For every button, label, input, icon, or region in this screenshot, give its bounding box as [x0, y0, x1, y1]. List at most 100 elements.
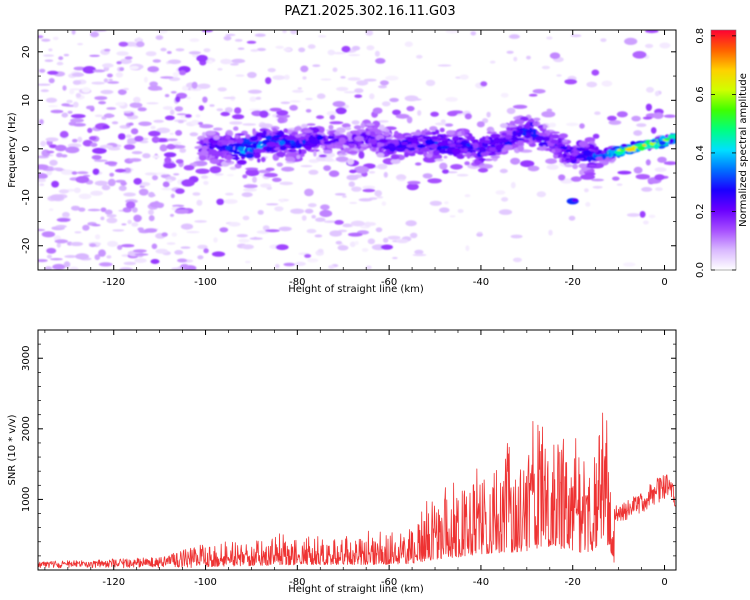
spectrogram-cell: [365, 30, 374, 36]
spectrogram-cell: [486, 131, 497, 135]
spectrogram-cell: [203, 180, 209, 185]
spectrogram-cell: [50, 258, 63, 261]
spectrogram-cell: [366, 45, 375, 51]
spectrogram-cell: [476, 151, 483, 158]
spectrogram-cell: [242, 174, 248, 179]
spectrogram-cell: [98, 262, 113, 267]
spectrogram-cell: [404, 152, 409, 158]
spectrogram-cell: [247, 71, 257, 79]
spectrogram-cell: [196, 199, 203, 206]
spectrogram-cell: [546, 108, 553, 113]
y-tick-label: -10: [21, 189, 32, 205]
spectrogram-cell: [221, 140, 230, 146]
spectrogram-cell: [200, 150, 209, 156]
spectrogram-cell: [446, 130, 455, 136]
spectrogram-cell: [515, 119, 525, 125]
spectrogram-cell: [152, 155, 160, 159]
spectrogram-cell: [316, 93, 326, 99]
spectrogram-cell: [43, 54, 55, 57]
spectrogram-cell: [482, 136, 486, 140]
spectrogram-cell: [46, 247, 57, 254]
spectrogram-cell: [238, 153, 245, 157]
spectrogram-cell: [39, 183, 45, 186]
spectrogram-cell: [354, 241, 359, 245]
spectrogram-cell: [232, 143, 243, 147]
spectrogram-cell: [562, 139, 568, 143]
spectrogram-cell: [526, 55, 531, 60]
spectrogram-cell: [205, 130, 216, 136]
spectrogram-cell: [40, 89, 49, 93]
spectrogram-cell: [353, 125, 362, 130]
spectrogram-cell: [528, 93, 538, 97]
spectrogram-cell: [631, 115, 641, 122]
spectrogram-cell: [180, 264, 190, 269]
spectrogram-cell: [651, 139, 656, 143]
spectrogram-cell: [272, 177, 282, 182]
spectrogram-cell: [291, 89, 304, 93]
spectrogram-cell: [439, 127, 445, 133]
spectrogram-cell: [213, 237, 218, 243]
spectrogram-cell: [289, 100, 301, 103]
spectrogram-cell: [52, 263, 66, 270]
spectrogram-cell: [464, 148, 468, 153]
spectrogram-cell: [444, 201, 449, 205]
spectrogram-cell: [396, 239, 409, 244]
spectrogram-cell: [335, 107, 347, 115]
spectrogram-cell: [138, 121, 152, 127]
spectrogram-cell: [464, 113, 472, 120]
spectrogram-cell: [166, 138, 178, 142]
spectrogram-cell: [366, 222, 376, 226]
spectrogram-cell: [359, 148, 364, 152]
spectrogram-cell: [290, 145, 295, 149]
spectrogram-cell: [231, 58, 246, 64]
spectrogram-cell: [532, 122, 539, 127]
spectrogram-cell: [387, 235, 401, 240]
spectrogram-cell: [601, 150, 606, 154]
spectrogram-cell: [115, 102, 126, 106]
spectrogram-cell: [186, 231, 200, 234]
spectrogram-cell: [44, 266, 53, 270]
spectrogram-cell: [483, 140, 491, 144]
spectrogram-cell: [134, 253, 149, 256]
spectrogram-cell: [635, 174, 650, 180]
spectrogram-cell: [203, 48, 211, 53]
spectrogram-cell: [155, 248, 168, 254]
spectrogram-cell: [56, 242, 61, 248]
x-tick-label: -100: [194, 277, 217, 288]
spectrogram-cell: [466, 136, 476, 141]
spectrogram-cell: [299, 149, 307, 155]
spectrogram-cell: [172, 141, 182, 145]
spectrogram-cell: [366, 131, 371, 135]
spectrogram-cell: [189, 132, 199, 137]
spectrogram-cell: [348, 181, 355, 187]
spectrogram-cell: [397, 179, 405, 182]
spectrogram-cell: [119, 67, 125, 72]
spectrogram-cell: [225, 154, 233, 160]
x-tick-label: -80: [289, 577, 305, 588]
spectrogram-cell: [212, 142, 216, 146]
spectrogram-cell: [229, 121, 243, 125]
x-tick-label: -60: [381, 577, 397, 588]
spectrogram-cell: [387, 143, 396, 148]
spectrogram-cell: [663, 114, 676, 118]
spectrogram-cell: [253, 148, 263, 155]
spectrogram-cell: [456, 173, 469, 177]
spectrogram-cell: [617, 170, 632, 175]
spectrogram-cell: [106, 107, 117, 110]
spectrogram-cell: [365, 123, 375, 126]
spectrogram-cell: [61, 103, 70, 107]
spectrogram-cell: [111, 121, 119, 125]
spectrogram-cell: [56, 217, 71, 222]
spectrogram-cell: [301, 215, 307, 221]
spectrogram-cell: [402, 146, 409, 150]
spectrogram-cell: [564, 79, 577, 85]
spectrogram-cell: [558, 174, 566, 181]
spectrogram-cell: [510, 234, 523, 239]
spectrogram-cell: [349, 241, 356, 248]
spectrogram-cell: [601, 80, 613, 87]
spectrogram-cell: [197, 255, 204, 260]
spectrogram-cell: [121, 244, 135, 248]
spectrogram-cell: [430, 135, 439, 140]
spectrogram-cell: [150, 259, 160, 264]
spectrogram-cell: [232, 114, 245, 120]
